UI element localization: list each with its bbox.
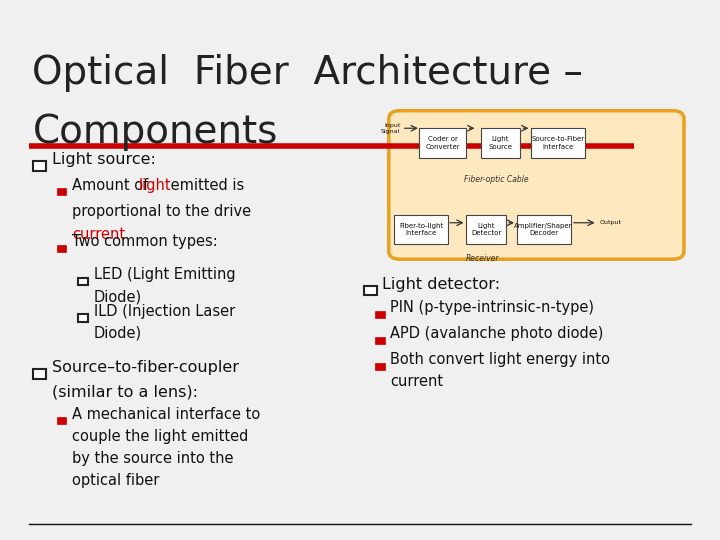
- Text: A mechanical interface to: A mechanical interface to: [72, 407, 260, 422]
- Text: Output: Output: [600, 220, 622, 225]
- Text: Light
Source: Light Source: [488, 137, 513, 150]
- FancyBboxPatch shape: [517, 214, 571, 244]
- Text: Source–to-fiber-coupler: Source–to-fiber-coupler: [52, 360, 239, 375]
- Text: Diode): Diode): [94, 326, 142, 341]
- FancyBboxPatch shape: [395, 214, 448, 244]
- Text: Light detector:: Light detector:: [382, 276, 500, 292]
- Text: Source-to-Fiber
Interface: Source-to-Fiber Interface: [531, 137, 585, 150]
- Text: current: current: [72, 227, 125, 242]
- Bar: [376, 363, 385, 369]
- Bar: [57, 188, 66, 195]
- Text: Amount of: Amount of: [72, 178, 153, 193]
- Text: couple the light emitted: couple the light emitted: [72, 429, 248, 444]
- Text: Receiver: Receiver: [466, 254, 499, 262]
- FancyBboxPatch shape: [481, 128, 521, 158]
- Text: Two common types:: Two common types:: [72, 234, 217, 249]
- Bar: [78, 278, 88, 285]
- Text: Fiber-optic Cable: Fiber-optic Cable: [464, 175, 529, 184]
- FancyBboxPatch shape: [389, 111, 684, 259]
- Text: PIN (p-type-intrinsic-n-type): PIN (p-type-intrinsic-n-type): [390, 300, 594, 315]
- Text: optical fiber: optical fiber: [72, 473, 159, 488]
- FancyBboxPatch shape: [467, 214, 506, 244]
- Bar: [57, 245, 66, 252]
- Text: current: current: [390, 374, 444, 389]
- FancyBboxPatch shape: [531, 128, 585, 158]
- Text: Light source:: Light source:: [52, 152, 156, 167]
- Text: Amplifier/Shaper
Decoder: Amplifier/Shaper Decoder: [514, 222, 573, 237]
- Text: APD (avalanche photo diode): APD (avalanche photo diode): [390, 326, 603, 341]
- Text: Input
Signal: Input Signal: [381, 123, 400, 133]
- Text: (similar to a lens):: (similar to a lens):: [52, 384, 198, 399]
- Text: Light
Detector: Light Detector: [471, 222, 501, 237]
- Bar: [33, 369, 46, 379]
- Text: by the source into the: by the source into the: [72, 451, 233, 466]
- Bar: [376, 337, 385, 343]
- Bar: [57, 417, 66, 424]
- Text: ILD (Injection Laser: ILD (Injection Laser: [94, 304, 235, 319]
- Text: Diode): Diode): [94, 289, 142, 304]
- FancyBboxPatch shape: [419, 128, 467, 158]
- Text: Coder or
Converter: Coder or Converter: [426, 137, 460, 150]
- Bar: [78, 314, 88, 322]
- Text: Optical  Fiber  Architecture –: Optical Fiber Architecture –: [32, 54, 583, 92]
- Bar: [364, 286, 377, 295]
- Bar: [33, 161, 46, 171]
- Bar: [376, 310, 385, 318]
- Text: Components: Components: [32, 113, 278, 151]
- Text: emitted is: emitted is: [166, 178, 245, 193]
- Text: proportional to the drive: proportional to the drive: [72, 204, 251, 219]
- Text: Fiber-to-light
Interface: Fiber-to-light Interface: [399, 222, 444, 237]
- Text: LED (Light Emitting: LED (Light Emitting: [94, 267, 235, 282]
- Text: Both convert light energy into: Both convert light energy into: [390, 352, 611, 367]
- Text: light: light: [139, 178, 171, 193]
